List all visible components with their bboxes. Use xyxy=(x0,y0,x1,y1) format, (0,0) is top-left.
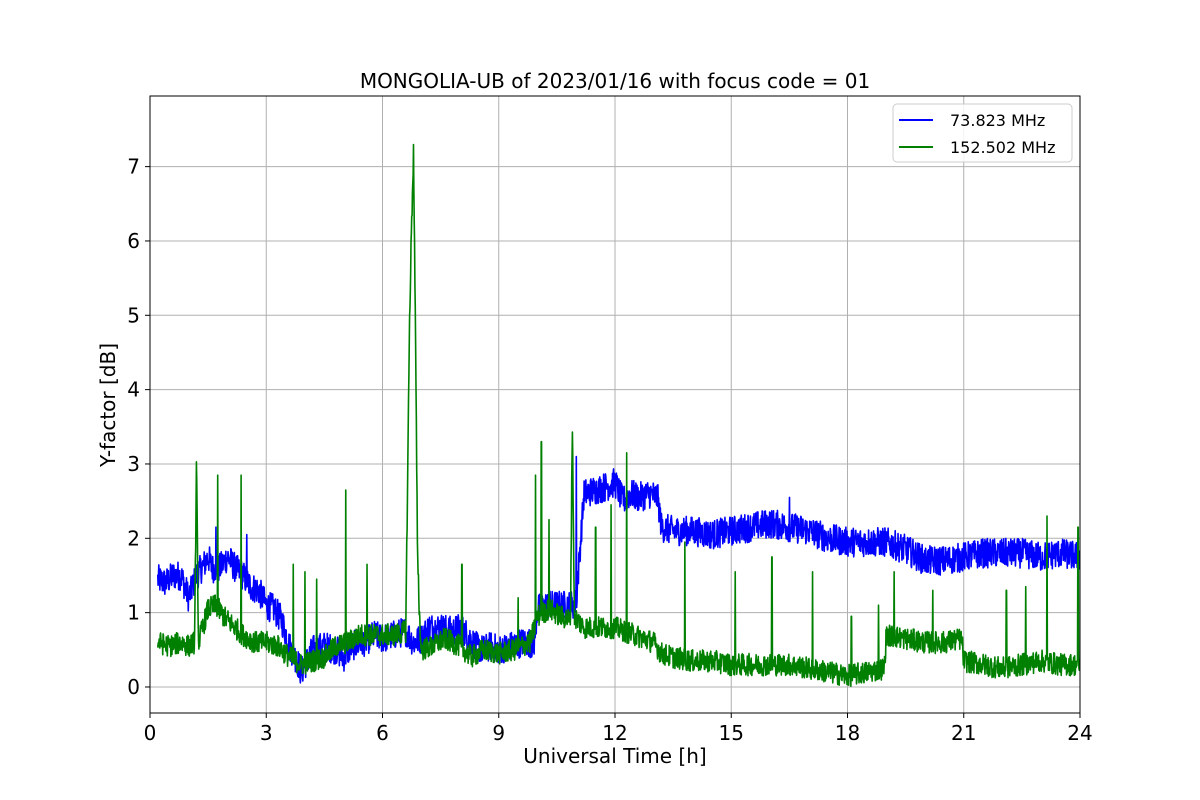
x-axis-label: Universal Time [h] xyxy=(523,744,706,768)
legend: 73.823 MHz 152.502 MHz xyxy=(892,103,1073,163)
x-tick-label: 3 xyxy=(260,721,273,745)
series-line xyxy=(156,143,1080,688)
legend-label: 152.502 MHz xyxy=(950,138,1055,157)
x-tick-label: 18 xyxy=(835,721,860,745)
x-tick-label: 9 xyxy=(492,721,505,745)
chart-title: MONGOLIA-UB of 2023/01/16 with focus cod… xyxy=(360,69,870,93)
legend-label: 73.823 MHz xyxy=(950,111,1045,130)
plot-area xyxy=(156,143,1080,688)
x-tick-label: 24 xyxy=(1067,721,1092,745)
x-tick-label: 15 xyxy=(719,721,744,745)
y-tick-label: 5 xyxy=(127,303,140,327)
legend-box xyxy=(892,103,1073,163)
x-tick-label: 12 xyxy=(602,721,627,745)
y-tick-label: 0 xyxy=(127,675,140,699)
y-tick-label: 1 xyxy=(127,601,140,625)
y-tick-label: 6 xyxy=(127,229,140,253)
y-tick-label: 2 xyxy=(127,526,140,550)
y-tick-label: 4 xyxy=(127,378,140,402)
x-tick-label: 0 xyxy=(144,721,157,745)
y-tick-label: 7 xyxy=(127,155,140,179)
x-tick-label: 21 xyxy=(951,721,976,745)
y-tick-label: 3 xyxy=(127,452,140,476)
y-axis-label: Y-factor [dB] xyxy=(96,343,120,468)
x-tick-label: 6 xyxy=(376,721,389,745)
plot-frame xyxy=(149,95,1081,714)
